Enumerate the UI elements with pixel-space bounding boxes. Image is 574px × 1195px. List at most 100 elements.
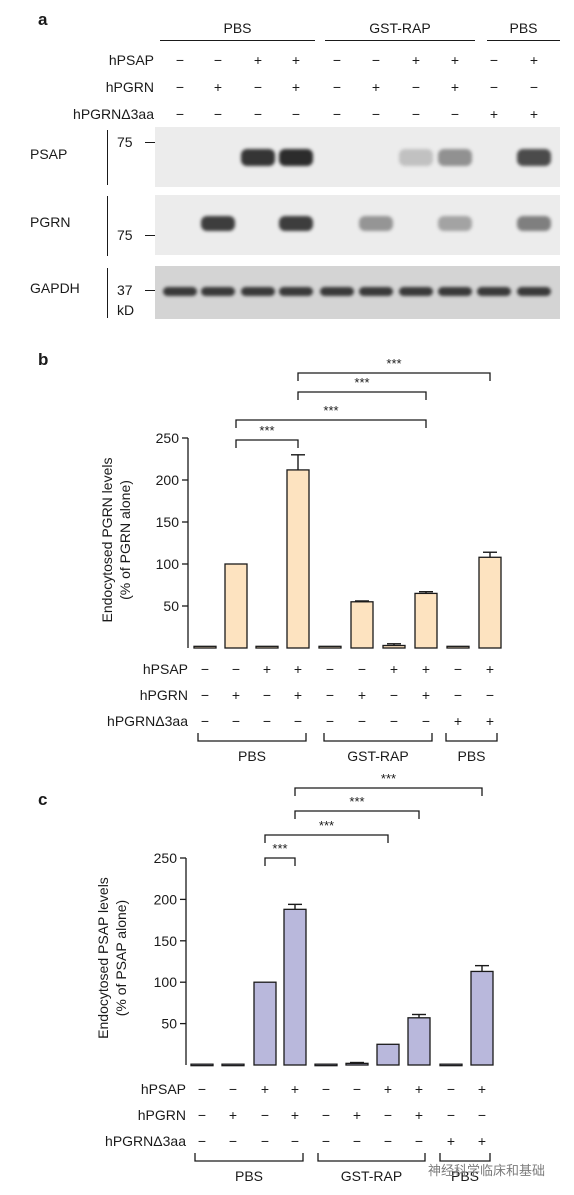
panel-b-letter: b [38, 350, 49, 369]
y-axis-title: (% of PSAP alone) [113, 900, 129, 1016]
significance-bracket [264, 857, 296, 866]
blot-band [438, 148, 472, 166]
y-axis-tick-label: 250 [154, 850, 178, 866]
condition-sign: − [201, 661, 209, 677]
bar [318, 645, 342, 649]
condition-sign: − [198, 1133, 206, 1149]
condition-sign: − [261, 1133, 269, 1149]
blot-band [320, 286, 354, 296]
condition-sign: − [454, 661, 462, 677]
blot-marker-tick [145, 235, 155, 237]
condition-sign: − [322, 1133, 330, 1149]
significance-bracket [297, 372, 491, 381]
condition-sign: + [447, 1133, 455, 1149]
y-axis-tick-label: 150 [154, 933, 178, 949]
blot-label: GAPDH [30, 280, 80, 296]
condition-sign: − [326, 661, 334, 677]
condition-sign: + [390, 661, 398, 677]
bar [470, 970, 494, 1066]
bar [193, 645, 217, 649]
significance-label: *** [349, 794, 364, 809]
blot-panel-gapdh [155, 266, 560, 319]
condition-sign: − [201, 687, 209, 703]
panel-a-sign: − [213, 106, 223, 122]
group-label: GST-RAP [341, 1168, 402, 1184]
panel-a-group-line [325, 40, 475, 42]
panel-a-sign: − [411, 106, 421, 122]
blot-band [438, 286, 472, 296]
significance-bracket [235, 439, 299, 448]
panel-a-sign: + [450, 52, 460, 68]
blot-band [359, 286, 393, 296]
condition-sign: + [291, 1081, 299, 1097]
condition-sign: + [358, 687, 366, 703]
condition-sign: − [232, 713, 240, 729]
condition-sign: − [384, 1133, 392, 1149]
blot-marker-label: 75 [117, 134, 133, 150]
y-axis-tick-label: 150 [156, 514, 180, 530]
blot-band [517, 215, 551, 231]
bar [314, 1063, 338, 1067]
blot-panel-pgrn [155, 195, 560, 255]
bar [283, 908, 307, 1066]
panel-a-sign: + [450, 79, 460, 95]
y-axis-tick-label: 200 [154, 891, 178, 907]
condition-sign: + [229, 1107, 237, 1123]
panel-a-row-label: hPSAP [108, 52, 154, 68]
condition-sign: + [353, 1107, 361, 1123]
bar [382, 644, 406, 649]
significance-label: *** [259, 423, 274, 438]
blot-label: PSAP [30, 146, 68, 162]
condition-sign: + [486, 713, 494, 729]
blot-kd-label: kD [117, 302, 135, 318]
panel-a-sign: − [175, 52, 185, 68]
panel-a-sign: − [371, 52, 381, 68]
condition-sign: − [422, 713, 430, 729]
bar [253, 981, 277, 1066]
condition-sign: + [415, 1107, 423, 1123]
bar [350, 601, 374, 649]
panel-a-sign: + [253, 52, 263, 68]
blot-bracket-line [107, 130, 109, 185]
panel-a-sign: + [529, 52, 539, 68]
y-axis-tick-label: 50 [161, 1016, 177, 1032]
significance-bracket [294, 810, 420, 819]
condition-sign: − [478, 1107, 486, 1123]
condition-sign: + [294, 687, 302, 703]
blot-band [517, 148, 551, 166]
bar [439, 1063, 463, 1067]
condition-sign: − [358, 661, 366, 677]
group-bracket [317, 1153, 426, 1162]
blot-band [279, 148, 313, 166]
significance-label: *** [381, 771, 396, 786]
significance-label: *** [386, 356, 401, 371]
condition-sign: + [415, 1081, 423, 1097]
panel-a-sign: − [291, 106, 301, 122]
condition-sign: + [478, 1133, 486, 1149]
condition-sign: − [201, 713, 209, 729]
blot-bracket-line [107, 196, 109, 256]
blot-band [399, 286, 433, 296]
panel-a-sign: + [291, 79, 301, 95]
condition-sign: − [322, 1081, 330, 1097]
group-label: PBS [451, 1168, 479, 1184]
condition-sign: + [291, 1107, 299, 1123]
bar [224, 563, 248, 649]
bar [478, 556, 502, 649]
condition-sign: + [478, 1081, 486, 1097]
panel-a-group-label: PBS [223, 20, 252, 36]
blot-band [241, 148, 275, 166]
y-axis-title: Endocytosed PGRN levels [99, 458, 115, 623]
group-bracket [194, 1153, 304, 1162]
condition-row-label: hPSAP [143, 661, 188, 677]
group-bracket [439, 1153, 491, 1162]
condition-row-label: hPGRN [138, 1107, 186, 1123]
condition-sign: + [232, 687, 240, 703]
blot-band [399, 148, 433, 166]
significance-bracket [264, 834, 389, 843]
blot-band [359, 215, 393, 231]
blot-marker-tick [145, 290, 155, 292]
condition-sign: − [353, 1081, 361, 1097]
panel-a-sign: − [332, 52, 342, 68]
